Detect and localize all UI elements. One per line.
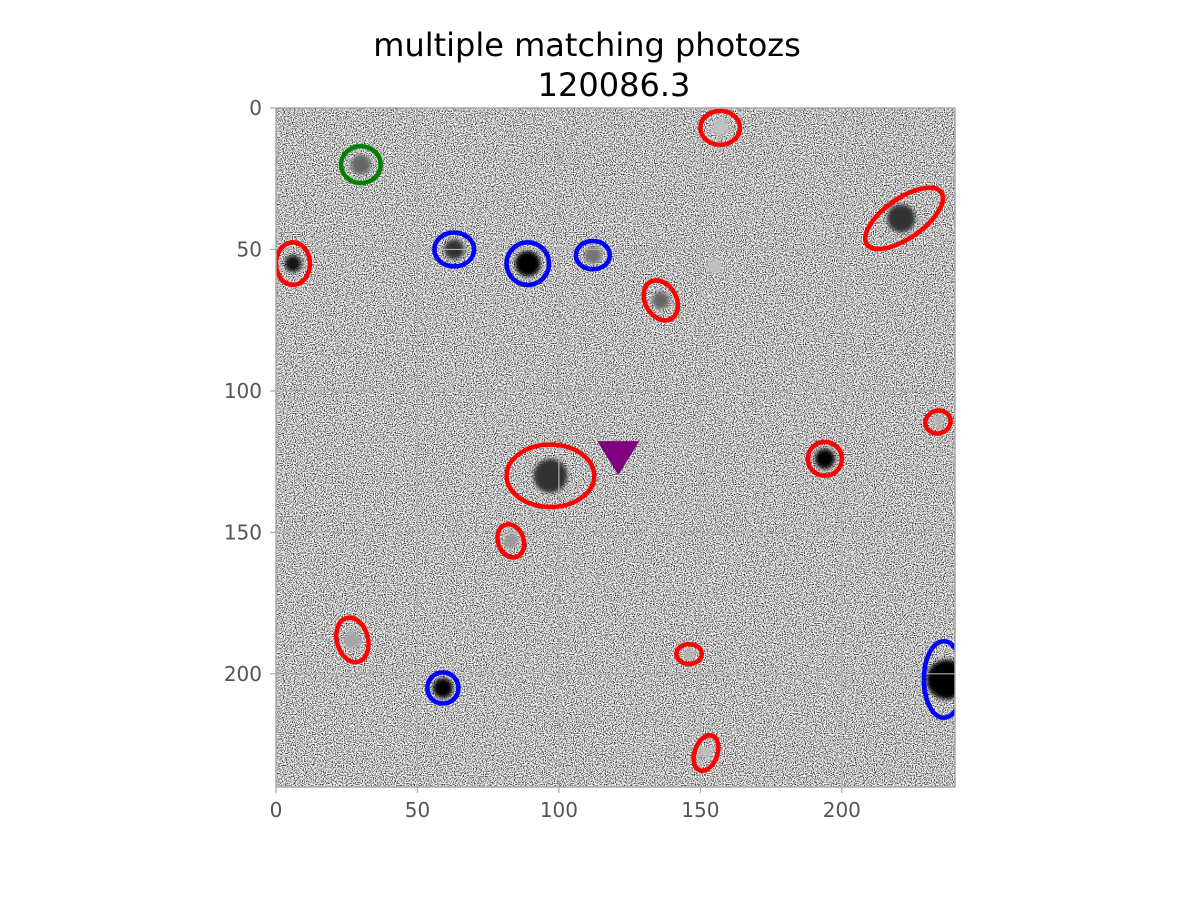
source-blob-7	[652, 291, 670, 309]
source-ellipse-9	[504, 442, 597, 510]
grid-layer	[276, 108, 955, 787]
x-tick-label-2: 100	[540, 798, 578, 822]
plot-area	[276, 108, 955, 787]
y-tick-label-1: 50	[237, 237, 262, 261]
source-ellipse-8	[923, 408, 953, 436]
source-blob-4	[515, 250, 541, 277]
source-blob-15	[433, 678, 453, 698]
source-blob-1	[350, 154, 371, 175]
source-blob-14	[683, 648, 695, 660]
source-ellipse-4	[504, 240, 552, 288]
source-ellipse-15	[921, 639, 955, 720]
x-tick-label-3: 150	[681, 798, 719, 822]
y-tick-label-2: 100	[224, 379, 262, 403]
y-tick-label-3: 150	[224, 520, 262, 544]
target-marker-triangle	[597, 441, 640, 476]
source-ellipse-3	[432, 230, 477, 269]
source-blob-16	[926, 659, 955, 700]
chart-title-line-2: 120086.3	[538, 66, 691, 104]
chart-title-line-1: multiple matching photozs	[373, 26, 800, 64]
source-ellipse-6	[276, 240, 313, 288]
source-ellipse-7	[641, 278, 681, 323]
source-ellipse-5	[573, 238, 613, 272]
source-blob-13	[343, 631, 361, 649]
plot-frame	[275, 107, 956, 788]
source-ellipse-16	[691, 733, 721, 774]
source-ellipse-0	[698, 108, 743, 148]
source-blob-12	[503, 533, 518, 548]
source-blob-5	[584, 246, 602, 264]
source-blob-8	[707, 259, 722, 274]
source-ellipse-13	[674, 641, 705, 667]
source-blob-10	[533, 458, 568, 493]
source-blob-11	[814, 448, 835, 469]
source-blob-2	[887, 204, 916, 233]
source-ellipse-12	[334, 615, 371, 665]
source-ellipse-11	[495, 522, 527, 560]
source-blob-17	[700, 747, 712, 759]
x-tick-label-1: 50	[405, 798, 430, 822]
source-ellipse-1	[338, 143, 383, 186]
y-tick-label-0: 0	[249, 96, 262, 120]
tick-layer: 0 50 100 150 200 0 50 100 150 200	[224, 96, 861, 822]
y-tick-label-4: 200	[224, 662, 262, 686]
ellipse-layer	[276, 108, 955, 774]
x-tick-label-0: 0	[270, 798, 283, 822]
source-blob-0	[711, 119, 729, 137]
x-tick-label-4: 200	[823, 798, 861, 822]
source-blob-9	[932, 416, 944, 428]
source-ellipse-10	[805, 439, 845, 479]
source-ellipse-2	[863, 185, 946, 252]
marker-layer	[597, 441, 640, 476]
source-blob-6	[284, 255, 302, 273]
source-ellipse-14	[425, 670, 461, 706]
